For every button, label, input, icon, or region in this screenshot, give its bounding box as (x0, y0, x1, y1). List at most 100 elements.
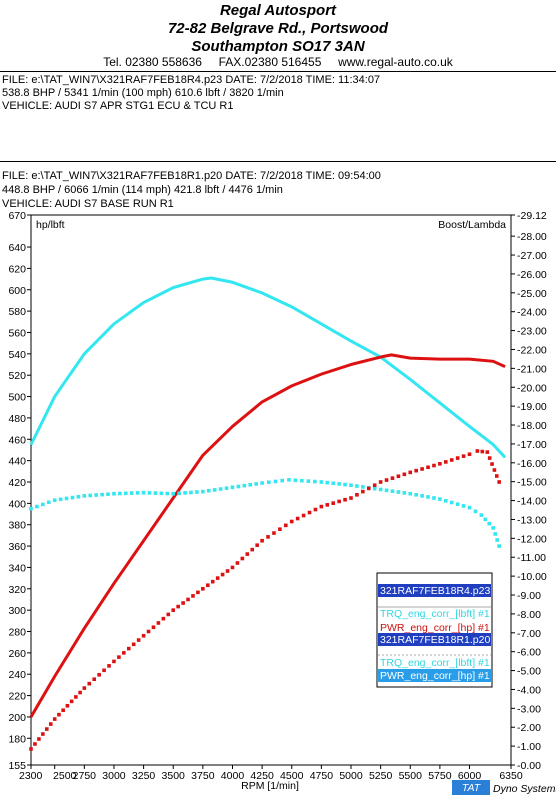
x-tick-label: 2300 (19, 770, 43, 782)
series-marker (112, 659, 116, 664)
series-marker (235, 561, 240, 565)
series-marker (372, 486, 377, 491)
series-marker (475, 449, 480, 453)
series-marker (87, 681, 92, 686)
legend-series-label: PWR_eng_corr_[hp] #1 (380, 622, 490, 634)
series-marker (131, 642, 136, 647)
series-marker (191, 594, 195, 598)
y-right-tick-label: -28.00 (517, 231, 547, 243)
run1-file: FILE: e:\TAT_WIN7\X321RAF7FEB18R4.p23 DA… (2, 74, 381, 86)
series-marker (414, 468, 418, 473)
y-left-tick-label: 420 (8, 477, 26, 489)
series-marker (495, 538, 499, 542)
series-marker (278, 527, 282, 531)
series-marker (201, 586, 205, 591)
run2-power: 448.8 BHP / 6066 1/min (114 mph) 421.8 l… (2, 184, 283, 196)
series-marker (124, 491, 128, 496)
y-right-tick-label: -19.00 (517, 401, 547, 413)
series-marker (384, 478, 389, 482)
y-left-tick-label: 580 (8, 306, 26, 318)
y-right-tick-label: -23.00 (517, 326, 547, 338)
series-marker (141, 490, 146, 495)
series-marker (102, 668, 106, 673)
series-marker (331, 481, 336, 486)
series-marker (29, 506, 33, 511)
series-marker (141, 633, 146, 638)
series-marker (396, 490, 401, 494)
series-marker (361, 489, 365, 494)
y-right-tick-label: -8.00 (517, 609, 541, 621)
y-right-tick-label: -14.00 (517, 496, 547, 508)
series-marker (230, 565, 235, 570)
x-tick-label: 4250 (250, 770, 274, 782)
series-marker (212, 488, 217, 492)
y-right-tick-label: -1.00 (517, 741, 541, 753)
series-marker (82, 494, 87, 498)
series-marker (293, 478, 298, 483)
series-marker (402, 472, 407, 477)
x-tick-label: 5500 (399, 770, 423, 782)
series-marker (378, 480, 383, 484)
series-marker (61, 708, 65, 713)
series-marker (29, 747, 33, 751)
series-marker (250, 547, 255, 552)
y-left-tick-label: 260 (8, 648, 26, 660)
series-marker (64, 496, 69, 501)
series-marker (325, 480, 330, 485)
series-marker (361, 485, 365, 489)
y-right-tick-label: -9.00 (517, 590, 541, 602)
y-right-tick-label: -0.00 (517, 760, 541, 772)
series-marker (224, 486, 229, 490)
series-marker (284, 523, 288, 528)
y-right-tick-label: -2.00 (517, 722, 541, 734)
y-right-tick-label: -6.00 (517, 647, 541, 659)
x-tick-label: 4750 (310, 770, 334, 782)
series-marker (497, 480, 501, 484)
series-marker (390, 489, 395, 493)
series-marker (266, 535, 270, 539)
series-marker (355, 484, 359, 488)
series-marker (432, 496, 436, 500)
tel-number: Tel. 02380 558636 (103, 55, 202, 69)
series-marker (45, 727, 49, 731)
series-marker (41, 732, 45, 736)
series-marker (438, 497, 442, 501)
legend-file-highlight (378, 584, 491, 597)
legend-file-highlight (378, 633, 491, 646)
x-tick-label: 5000 (339, 770, 363, 782)
series-marker (273, 479, 278, 484)
series-marker (289, 519, 294, 524)
series-marker (492, 468, 497, 472)
series-marker (493, 532, 497, 536)
x-tick-label: 5750 (428, 770, 452, 782)
divider (0, 71, 556, 72)
y-right-tick-label: -5.00 (517, 666, 541, 678)
series-marker (449, 500, 454, 505)
x-tick-label: 5250 (369, 770, 393, 782)
y-right-tick-label: -24.00 (517, 307, 547, 319)
series-marker (48, 722, 53, 726)
series-marker (161, 616, 166, 621)
series-marker (242, 483, 247, 488)
series-marker (156, 621, 161, 625)
series-marker (52, 498, 57, 502)
series-marker (366, 486, 371, 491)
y-left-tick-label: 500 (8, 392, 26, 404)
series-marker (35, 504, 39, 509)
series-marker (307, 510, 312, 515)
series-marker (467, 505, 472, 510)
series-marker (176, 604, 180, 609)
y-left-tick-label: 220 (8, 691, 26, 703)
y-left-tick-label: 560 (8, 327, 26, 339)
run1-power: 538.8 BHP / 5341 1/min (100 mph) 610.6 l… (2, 87, 284, 99)
y-left-tick-label: 240 (8, 669, 26, 681)
y-left-tick-label: 670 (8, 210, 26, 222)
y-right-tick-label: -11.00 (517, 552, 546, 564)
y-right-tick-label: -13.00 (517, 514, 547, 526)
y-left-tick-label: 320 (8, 584, 26, 596)
y-left-tick-label: 155 (8, 760, 26, 772)
series-marker (473, 509, 478, 514)
series-marker (218, 487, 223, 491)
company-name: Regal Autosport (219, 2, 337, 19)
